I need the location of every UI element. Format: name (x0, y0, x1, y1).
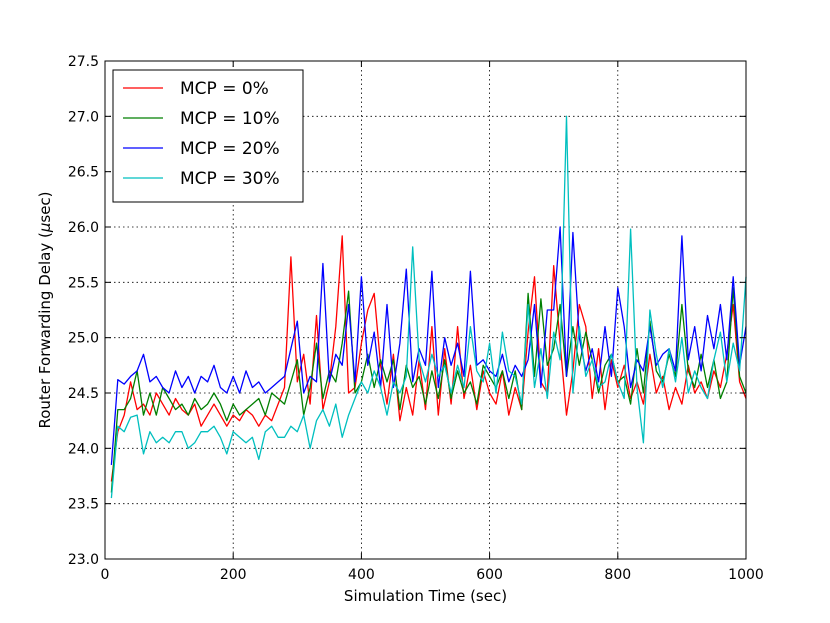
y-axis-label: Router Forwarding Delay (μsec) (36, 191, 54, 428)
x-tick-label: 800 (604, 567, 631, 583)
y-tick-label: 27.0 (68, 109, 99, 125)
legend-label: MCP = 20% (180, 139, 280, 159)
y-tick-label: 26.5 (68, 165, 99, 181)
y-tick-label: 25.0 (68, 331, 99, 347)
grid-lines (105, 61, 746, 559)
y-tick-label: 25.5 (68, 275, 99, 291)
x-tick-label: 600 (476, 567, 503, 583)
y-axis-label-mu: μ (36, 223, 54, 234)
x-axis-label: Simulation Time (sec) (344, 587, 507, 605)
legend: MCP = 0% MCP = 10% MCP = 20% MCP = 30% (112, 69, 304, 203)
tick-labels: 0 200 400 600 800 1000 23.0 23.5 24.0 24.5 25.0 25.… (68, 54, 764, 583)
y-axis-label-prefix: Router Forwarding Delay ( (36, 232, 54, 428)
y-tick-label: 24.5 (68, 386, 99, 402)
x-tick-label: 200 (220, 567, 247, 583)
legend-label: MCP = 0% (180, 79, 269, 99)
axis-ticks (104, 60, 747, 560)
plot-frame (104, 60, 747, 560)
y-tick-label: 23.5 (68, 497, 99, 513)
legend-label: MCP = 10% (180, 109, 280, 129)
x-tick-label: 1000 (728, 567, 764, 583)
series-line-1 (110, 287, 747, 493)
x-tick-label: 0 (101, 567, 110, 583)
legend-box (112, 69, 304, 203)
y-tick-label: 23.0 (68, 552, 99, 568)
series-lines (110, 115, 747, 499)
legend-label: MCP = 30% (180, 169, 280, 189)
series-line-2 (110, 226, 747, 465)
y-tick-label: 24.0 (68, 441, 99, 457)
y-tick-label: 27.5 (68, 54, 99, 70)
x-tick-label: 400 (348, 567, 375, 583)
y-tick-label: 26.0 (68, 220, 99, 236)
series-line-3 (110, 115, 747, 499)
y-axis-label-suffix: sec) (36, 191, 54, 222)
